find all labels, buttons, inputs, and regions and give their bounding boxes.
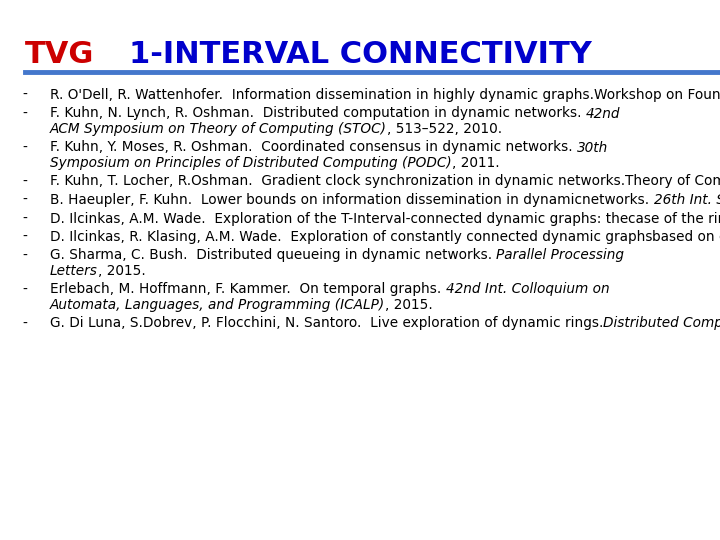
Text: 26th Int. Symposium on Distributed Computing (DISC): 26th Int. Symposium on Distributed Compu… <box>654 193 720 207</box>
Text: 1-INTERVAL CONNECTIVITY: 1-INTERVAL CONNECTIVITY <box>129 40 591 69</box>
Text: -: - <box>22 316 27 330</box>
Text: R. O'Dell, R. Wattenhofer.  Information dissemination in highly dynamic graphs.: R. O'Dell, R. Wattenhofer. Information d… <box>50 88 594 102</box>
Text: F. Kuhn, T. Locher, R.Oshman.  Gradient clock synchronization in dynamic network: F. Kuhn, T. Locher, R.Oshman. Gradient c… <box>50 174 625 188</box>
Text: 42nd: 42nd <box>586 106 621 120</box>
Text: Automata, Languages, and Programming (ICALP): Automata, Languages, and Programming (IC… <box>50 298 385 312</box>
Text: Theory of Computing Systems, 2011.: Theory of Computing Systems, 2011. <box>625 174 720 188</box>
Text: -: - <box>22 174 27 188</box>
Text: Letters: Letters <box>50 264 98 278</box>
Text: , 2015.: , 2015. <box>385 298 433 312</box>
Text: , 2011.: , 2011. <box>451 156 500 170</box>
Text: networks.: networks. <box>582 193 654 207</box>
Text: -: - <box>22 212 27 226</box>
Text: Erlebach, M. Hoffmann, F. Kammer.  On temporal graphs.: Erlebach, M. Hoffmann, F. Kammer. On tem… <box>50 282 446 296</box>
Text: Parallel Processing: Parallel Processing <box>497 248 624 262</box>
Text: TVG: TVG <box>25 40 94 69</box>
Text: Symposium on Principles of Distributed Computing (PODC): Symposium on Principles of Distributed C… <box>50 156 451 170</box>
Text: based on cactuses.: based on cactuses. <box>652 230 720 244</box>
Text: G. Sharma, C. Bush.  Distributed queueing in dynamic networks.: G. Sharma, C. Bush. Distributed queueing… <box>50 248 497 262</box>
Text: -: - <box>22 230 27 244</box>
Text: F. Kuhn, Y. Moses, R. Oshman.  Coordinated consensus in dynamic networks.: F. Kuhn, Y. Moses, R. Oshman. Coordinate… <box>50 140 577 154</box>
Text: D. Ilcinkas, R. Klasing, A.M. Wade.  Exploration of constantly connected dynamic: D. Ilcinkas, R. Klasing, A.M. Wade. Expl… <box>50 230 652 244</box>
Text: , 2015.: , 2015. <box>98 264 145 278</box>
Text: B. Haeupler, F. Kuhn.  Lower bounds on information dissemination in dynamic: B. Haeupler, F. Kuhn. Lower bounds on in… <box>50 193 582 207</box>
Text: Workshop on Foundations of Mobile Computing, 2005.: Workshop on Foundations of Mobile Comput… <box>594 88 720 102</box>
Text: case of the ring.: case of the ring. <box>629 212 720 226</box>
Text: -: - <box>22 88 27 102</box>
Text: G. Di Luna, S.Dobrev, P. Flocchini, N. Santoro.  Live exploration of dynamic rin: G. Di Luna, S.Dobrev, P. Flocchini, N. S… <box>50 316 603 330</box>
Text: , 513–522, 2010.: , 513–522, 2010. <box>387 122 502 136</box>
Text: -: - <box>22 282 27 296</box>
Text: -: - <box>22 248 27 262</box>
Text: -: - <box>22 193 27 207</box>
Text: Distributed Computing: Distributed Computing <box>603 316 720 330</box>
Text: D. Ilcinkas, A.M. Wade.  Exploration of the T-Interval-connected dynamic graphs:: D. Ilcinkas, A.M. Wade. Exploration of t… <box>50 212 629 226</box>
Text: ACM Symposium on Theory of Computing (STOC): ACM Symposium on Theory of Computing (ST… <box>50 122 387 136</box>
Text: -: - <box>22 106 27 120</box>
Text: F. Kuhn, N. Lynch, R. Oshman.  Distributed computation in dynamic networks.: F. Kuhn, N. Lynch, R. Oshman. Distribute… <box>50 106 586 120</box>
Text: -: - <box>22 140 27 154</box>
Text: 42nd Int. Colloquium on: 42nd Int. Colloquium on <box>446 282 609 296</box>
Text: 30th: 30th <box>577 140 608 154</box>
